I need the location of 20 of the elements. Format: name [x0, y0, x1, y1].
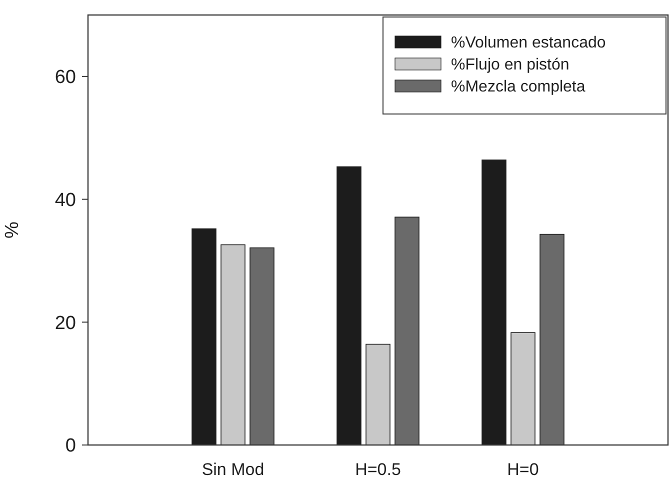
y-tick-label: 20	[54, 312, 76, 334]
bar	[250, 247, 274, 446]
x-tick-label: H=0.5	[355, 460, 401, 479]
bar	[540, 234, 564, 446]
bar	[336, 166, 362, 446]
x-tick-label: Sin Mod	[202, 460, 264, 479]
legend-label: %Volumen estancado	[451, 34, 606, 52]
x-tick-label: H=0	[507, 460, 539, 479]
legend-label: %Mezcla completa	[451, 78, 586, 96]
bar	[366, 344, 390, 446]
bar	[394, 216, 420, 446]
bar	[482, 160, 506, 446]
y-axis-title: %	[2, 221, 23, 238]
bar	[192, 228, 216, 446]
y-tick-label: 40	[54, 190, 76, 211]
y-tick-label: 0	[65, 436, 76, 457]
y-tick-label: 60	[54, 67, 76, 88]
bar	[510, 332, 536, 446]
legend-label: %Flujo en pistón	[451, 56, 570, 74]
bar	[220, 244, 246, 446]
